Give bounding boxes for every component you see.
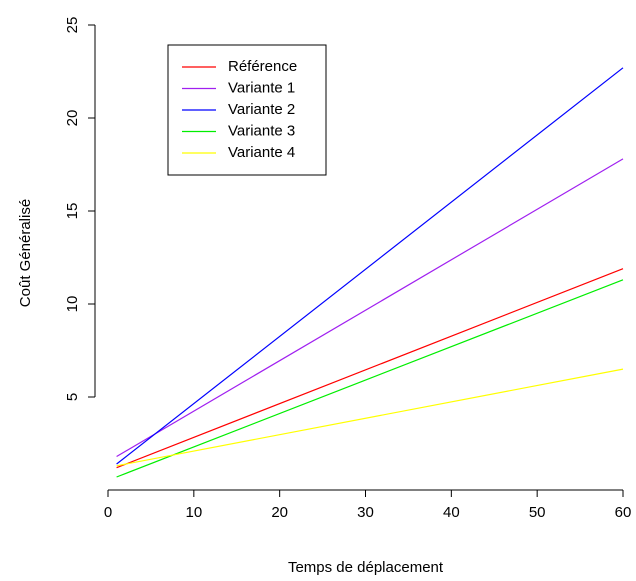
y-tick-label: 20 xyxy=(64,110,81,127)
y-tick-label: 25 xyxy=(64,17,81,34)
legend-label: Variante 4 xyxy=(228,144,295,161)
y-axis-title: Coût Généralisé xyxy=(17,199,34,307)
series-line-5 xyxy=(116,368,624,467)
plot-area xyxy=(116,67,624,478)
x-tick-label: 60 xyxy=(615,504,632,521)
y-tick-label: 5 xyxy=(64,393,81,401)
x-tick-label: 20 xyxy=(271,504,288,521)
legend-label: Variante 3 xyxy=(228,122,295,139)
series-line-1 xyxy=(116,268,624,469)
legend-label: Variante 2 xyxy=(228,101,295,118)
x-tick-label: 40 xyxy=(443,504,460,521)
x-tick-label: 0 xyxy=(104,504,112,521)
x-axis-ticks: 0 10 20 30 40 50 60 xyxy=(104,490,632,521)
y-tick-label: 15 xyxy=(64,203,81,220)
x-tick-label: 30 xyxy=(357,504,374,521)
x-axis-title: Temps de déplacement xyxy=(288,559,444,576)
series-line-2 xyxy=(116,158,624,458)
x-tick-label: 10 xyxy=(185,504,202,521)
series-line-3 xyxy=(116,67,624,465)
y-tick-label: 10 xyxy=(64,296,81,313)
legend: Référence Variante 1 Variante 2 Variante 3 V… xyxy=(167,44,327,176)
x-tick-label: 50 xyxy=(529,504,546,521)
y-axis-ticks: 5 10 15 20 25 xyxy=(64,17,95,401)
series-line-4 xyxy=(116,279,624,478)
axes: 0 10 20 30 40 50 60 5 10 15 20 25 xyxy=(64,17,631,521)
legend-label: Référence xyxy=(228,58,297,75)
legend-label: Variante 1 xyxy=(228,79,295,96)
